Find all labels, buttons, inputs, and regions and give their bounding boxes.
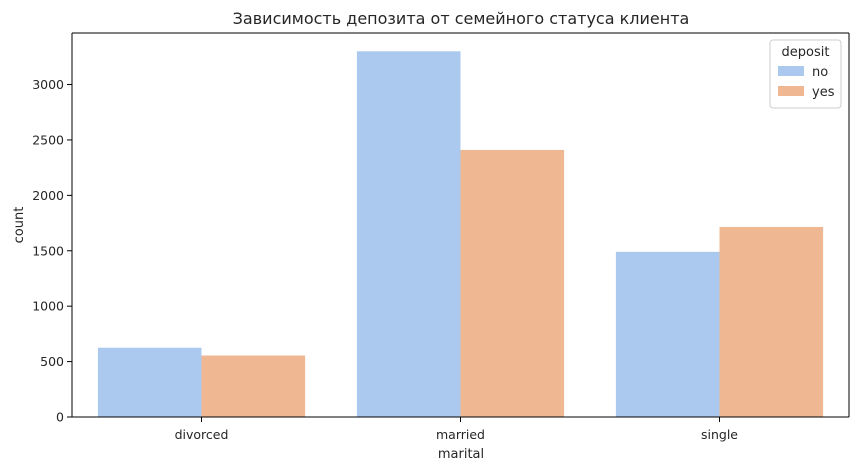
bar-married-no [356, 51, 461, 418]
y-tick-label: 0 [56, 410, 64, 425]
bar-single-yes [719, 226, 824, 417]
x-tick-label-married: married [436, 427, 485, 442]
bar-divorced-no [97, 347, 202, 417]
x-axis-ticks: divorced married single [175, 417, 738, 442]
bar-married-yes [460, 149, 565, 417]
y-axis-label: count [12, 207, 27, 244]
legend: deposit no yes [769, 39, 842, 109]
legend-label-yes: yes [812, 85, 835, 100]
legend-swatch-yes [778, 86, 804, 96]
y-tick-label: 2500 [32, 132, 64, 147]
y-axis-ticks: 0 500 1000 1500 2000 2500 3000 [32, 77, 72, 425]
y-tick-label: 500 [40, 354, 64, 369]
x-tick-label-divorced: divorced [175, 427, 229, 442]
y-tick-label: 3000 [32, 77, 64, 92]
x-axis-label: marital [438, 447, 484, 462]
bars [97, 51, 824, 418]
y-tick-label: 1000 [32, 299, 64, 314]
chart-title: Зависимость депозита от семейного статус… [233, 9, 690, 28]
y-tick-label: 1500 [32, 243, 64, 258]
legend-swatch-no [778, 66, 804, 76]
legend-label-no: no [812, 65, 828, 80]
bar-divorced-yes [201, 355, 306, 417]
bar-single-no [615, 251, 720, 417]
x-tick-label-single: single [701, 427, 738, 442]
y-tick-label: 2000 [32, 188, 64, 203]
legend-title: deposit [782, 45, 830, 60]
